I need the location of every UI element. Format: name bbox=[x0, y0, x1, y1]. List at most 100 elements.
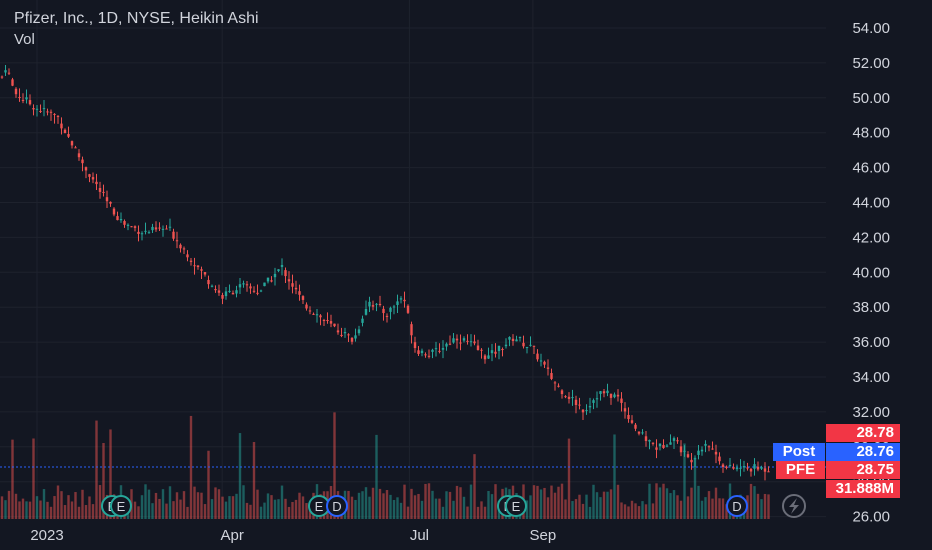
volume-bar bbox=[581, 503, 585, 519]
y-tick-label: 46.00 bbox=[852, 160, 890, 177]
candles[interactable] bbox=[0, 65, 770, 481]
candle-body bbox=[595, 398, 599, 400]
candle-body bbox=[98, 188, 102, 192]
candle-body bbox=[641, 432, 644, 434]
volume-bar bbox=[273, 499, 277, 519]
volume-bar bbox=[193, 486, 196, 519]
volume-bar bbox=[767, 494, 770, 519]
candle-body bbox=[718, 456, 721, 462]
volume-bar bbox=[571, 501, 574, 519]
volume-bar bbox=[560, 483, 564, 519]
candle-body bbox=[448, 343, 452, 345]
candle-body bbox=[284, 270, 287, 277]
candle-body bbox=[259, 290, 263, 292]
volume-bar bbox=[354, 499, 357, 519]
x-tick-label: Jul bbox=[410, 527, 429, 544]
candle-body bbox=[315, 314, 319, 316]
candle-body bbox=[140, 233, 144, 235]
candle-body bbox=[256, 292, 259, 294]
volume-bar bbox=[445, 491, 448, 519]
candle-body bbox=[518, 337, 522, 339]
candle-body bbox=[662, 445, 665, 448]
candle-body bbox=[308, 310, 312, 312]
candle-body bbox=[634, 424, 637, 429]
candle-body bbox=[112, 208, 116, 215]
volume-bar bbox=[196, 492, 200, 519]
chart-legend: Pfizer, Inc., 1D, NYSE, Heikin Ashi Vol bbox=[14, 8, 259, 50]
volume-bar bbox=[140, 495, 144, 519]
candle-body bbox=[32, 108, 35, 110]
earnings-marker[interactable] bbox=[505, 495, 527, 517]
volume-bar bbox=[655, 483, 658, 519]
volume-label[interactable]: Vol bbox=[14, 31, 35, 48]
volume-bar bbox=[721, 498, 725, 519]
candle-body bbox=[371, 305, 375, 307]
event-markers[interactable]: EEEDEED bbox=[101, 495, 748, 517]
candle-body bbox=[200, 269, 203, 271]
candle-body bbox=[133, 226, 137, 228]
candle-body bbox=[67, 134, 70, 137]
lightning-icon[interactable] bbox=[782, 494, 806, 518]
candle-body bbox=[690, 459, 693, 463]
volume-bar bbox=[375, 434, 378, 519]
time-axis[interactable]: 2023 Apr Jul Sep bbox=[30, 527, 556, 544]
earnings-marker[interactable] bbox=[110, 495, 132, 517]
volume-bar bbox=[483, 506, 487, 519]
candle-body bbox=[693, 458, 697, 460]
candle-body bbox=[137, 231, 140, 234]
candle-body bbox=[665, 445, 669, 447]
volume-bar bbox=[578, 494, 581, 519]
volume-bar bbox=[95, 420, 98, 519]
candle-body bbox=[396, 301, 399, 305]
volume-bar bbox=[224, 501, 228, 519]
volume-bar bbox=[676, 495, 679, 519]
volume-bar bbox=[585, 494, 588, 519]
volume-bar bbox=[70, 501, 74, 519]
candle-body bbox=[340, 334, 343, 337]
candle-body bbox=[469, 341, 473, 343]
volume-bar bbox=[490, 494, 494, 519]
candle-body bbox=[606, 390, 609, 394]
candle-body bbox=[760, 467, 763, 469]
dividend-marker[interactable] bbox=[726, 495, 748, 517]
volume-bar bbox=[151, 503, 154, 519]
volume-bar bbox=[672, 490, 676, 519]
candle-body bbox=[756, 466, 760, 470]
candle-body bbox=[378, 303, 382, 305]
candle-body bbox=[417, 350, 420, 354]
volume-bar bbox=[284, 498, 287, 519]
post-price-tag: 28.76 bbox=[826, 443, 900, 461]
candle-body bbox=[193, 265, 196, 267]
volume-bar bbox=[711, 498, 714, 519]
candle-body bbox=[357, 329, 361, 334]
volume-bar bbox=[704, 497, 707, 519]
volume-bar bbox=[382, 493, 385, 519]
candle-body bbox=[476, 345, 480, 351]
candle-body bbox=[172, 231, 175, 239]
candle-body bbox=[581, 409, 585, 413]
volume-bar bbox=[81, 489, 84, 519]
symbol-title[interactable]: Pfizer, Inc., 1D, NYSE, Heikin Ashi bbox=[14, 10, 259, 27]
volume-bar bbox=[186, 506, 189, 519]
y-tick-label: 44.00 bbox=[852, 195, 890, 212]
dividend-marker[interactable] bbox=[326, 495, 348, 517]
volume-bar bbox=[452, 500, 455, 519]
candle-body bbox=[550, 373, 553, 379]
volume-bar bbox=[389, 494, 392, 519]
volume-bar bbox=[557, 486, 560, 519]
volume-bar bbox=[620, 502, 623, 519]
candle-body bbox=[522, 342, 525, 347]
volume-bar bbox=[539, 489, 543, 519]
candle-body bbox=[49, 111, 53, 113]
price-axis[interactable]: 54.00 52.00 50.00 48.00 46.00 44.00 42.00 40.00… bbox=[852, 20, 890, 526]
volume-bar bbox=[424, 483, 427, 519]
candle-body bbox=[648, 439, 651, 442]
volume-bar bbox=[459, 487, 462, 519]
candle-body bbox=[144, 230, 147, 232]
candle-body bbox=[312, 313, 315, 315]
candle-body bbox=[14, 88, 18, 95]
volume-bar bbox=[697, 485, 700, 519]
candle-body bbox=[651, 442, 655, 444]
